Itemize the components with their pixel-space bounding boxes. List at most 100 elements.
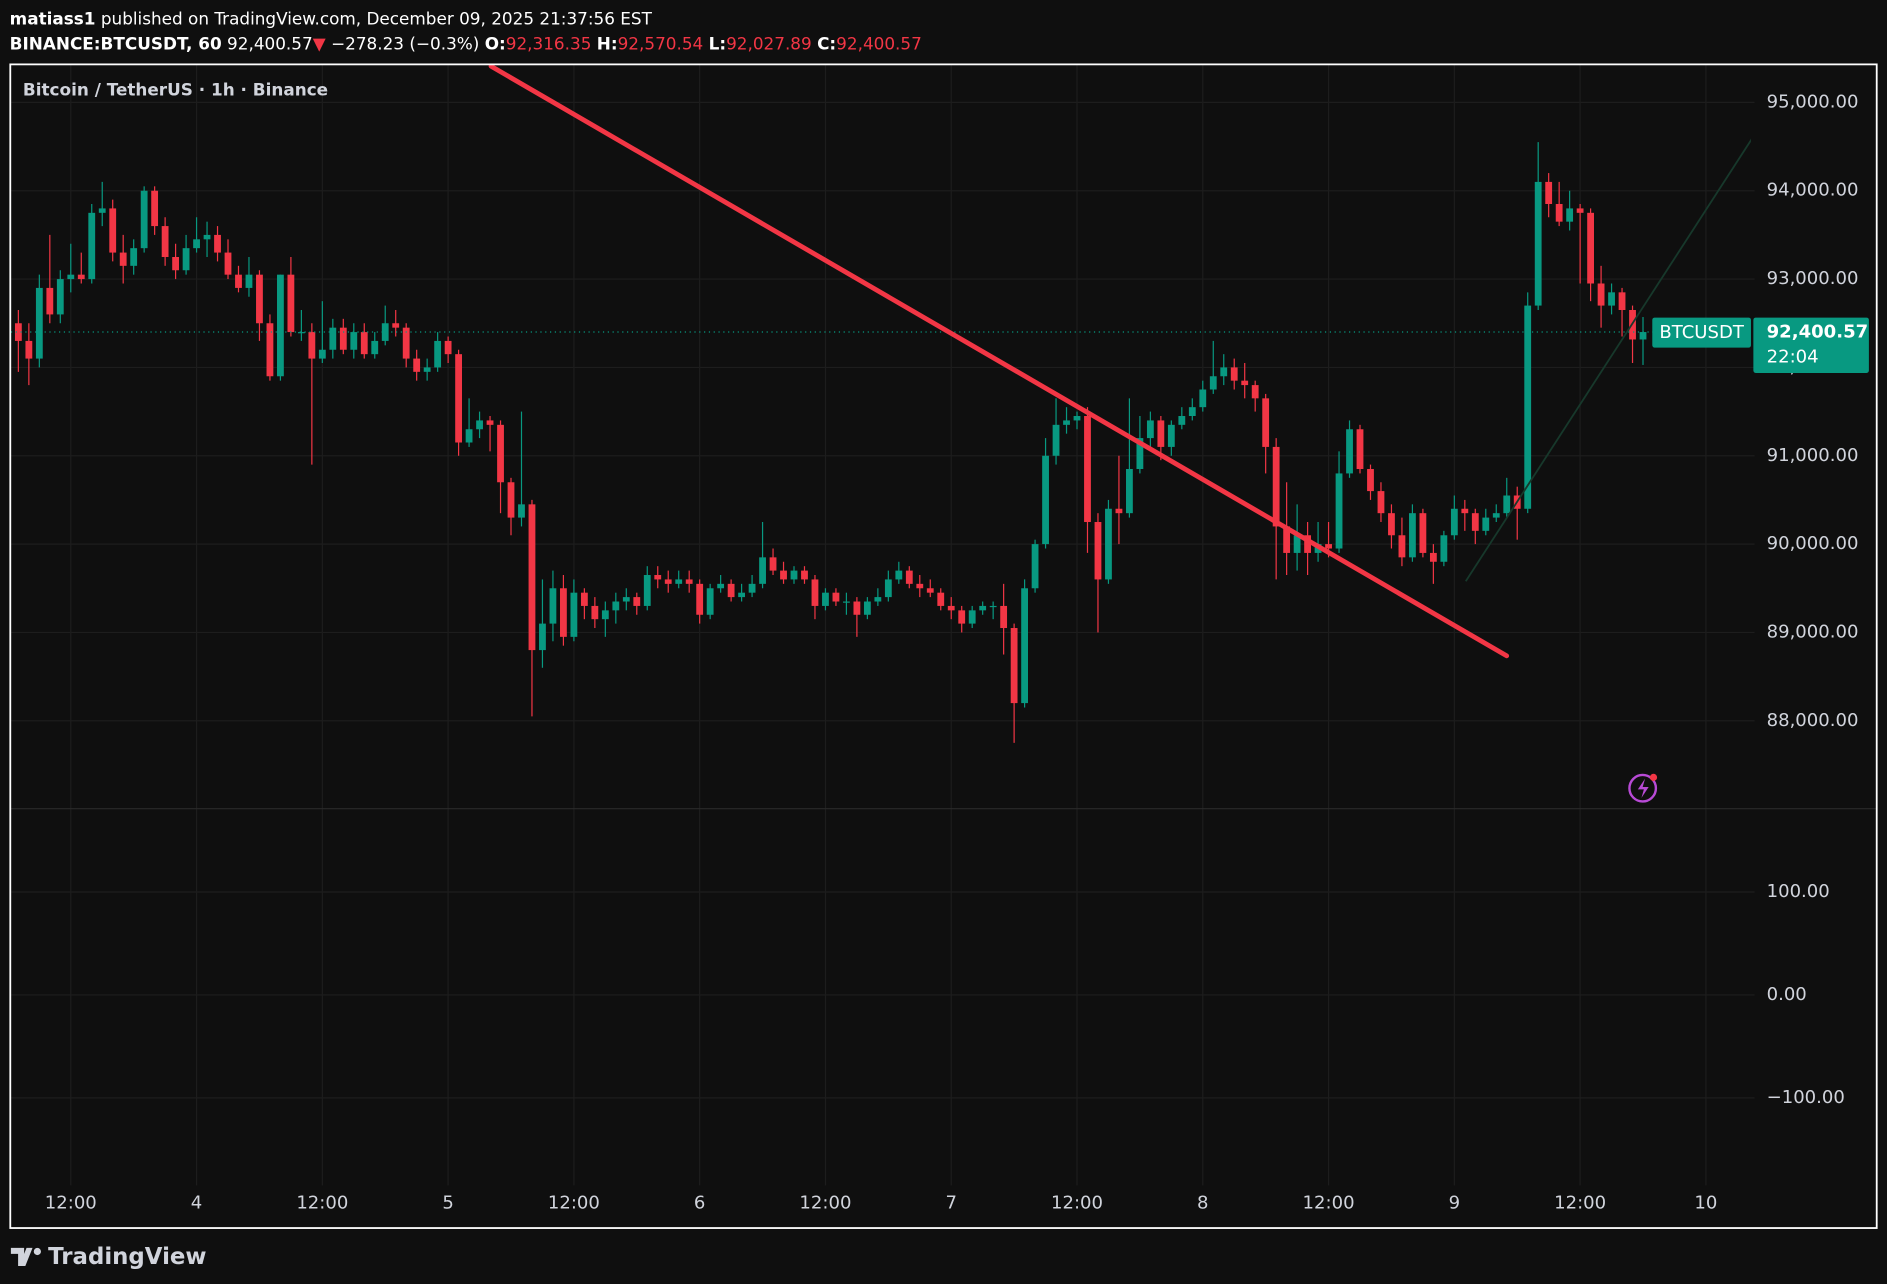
candle-body xyxy=(224,252,232,275)
candle-body xyxy=(67,274,75,280)
candle-body xyxy=(748,583,756,593)
x-tick-label: 7 xyxy=(945,1192,956,1213)
candle-body xyxy=(1021,588,1029,704)
symbol-tag xyxy=(1652,317,1751,348)
candle-body xyxy=(717,583,725,589)
candle-body xyxy=(664,579,672,584)
countdown: 22:04 xyxy=(1767,346,1819,367)
candle-body xyxy=(549,588,557,624)
footer: TradingView xyxy=(10,1244,207,1270)
candle-body xyxy=(497,424,504,483)
candle-body xyxy=(1377,491,1385,514)
candles xyxy=(10,142,1751,743)
candle-body xyxy=(308,332,316,359)
candle-body xyxy=(1335,473,1343,549)
candle-body xyxy=(1503,495,1511,514)
candle-body xyxy=(266,323,274,377)
h-label: H: xyxy=(597,34,618,54)
chart-legend: Bitcoin / TetherUS · 1h · Binance xyxy=(23,79,328,99)
l-value: 92,027.89 xyxy=(726,34,812,54)
logo-mark xyxy=(10,1247,33,1266)
candle-body xyxy=(675,579,683,584)
candle-body xyxy=(601,610,609,620)
candle-body xyxy=(423,367,431,372)
brand: TradingView xyxy=(48,1244,206,1270)
candle-body xyxy=(591,605,599,620)
candle-body xyxy=(256,274,263,324)
y-tick-label: 91,000.00 xyxy=(1767,445,1859,466)
candle-body xyxy=(161,226,169,257)
candle-body xyxy=(1419,513,1427,553)
candle-body xyxy=(937,592,945,606)
candle-body xyxy=(1000,605,1008,629)
x-tick-label: 12:00 xyxy=(45,1192,97,1213)
candle-body xyxy=(1220,367,1228,377)
candle-body xyxy=(46,287,54,315)
candle-body xyxy=(738,592,746,598)
x-tick-label: 12:00 xyxy=(799,1192,851,1213)
candle-body xyxy=(1105,508,1112,580)
candle-body xyxy=(434,340,442,368)
x-tick-label: 6 xyxy=(694,1192,705,1213)
candle-body xyxy=(1618,292,1626,310)
candle-body xyxy=(235,274,242,288)
candle-body xyxy=(528,504,536,651)
candle-body xyxy=(329,327,337,350)
candle-body xyxy=(822,592,829,606)
ohlc-line: BINANCE:BTCUSDT, 60 92,400.57▼ −278.23 (… xyxy=(10,34,922,54)
candle-body xyxy=(1010,628,1018,704)
x-tick-label: 4 xyxy=(191,1192,202,1213)
candle-body xyxy=(895,570,903,580)
candle-body xyxy=(109,208,117,253)
candle-body xyxy=(560,588,567,637)
candle-body xyxy=(507,482,515,518)
candle-body xyxy=(214,234,221,253)
grid xyxy=(10,64,1755,1186)
logo-dot xyxy=(33,1247,41,1256)
candle-body xyxy=(947,605,955,611)
candle-body xyxy=(1482,517,1490,531)
x-tick-label: 12:00 xyxy=(296,1192,348,1213)
candle-body xyxy=(832,592,840,602)
candle-body xyxy=(1084,416,1091,523)
candle-body xyxy=(1094,522,1102,580)
candle-body xyxy=(1052,424,1060,456)
candle-body xyxy=(455,354,463,443)
candle-body xyxy=(853,601,861,615)
candle-body xyxy=(1188,407,1196,417)
change: −278.23 (−0.3%) xyxy=(331,34,479,54)
candle-body xyxy=(780,570,787,580)
alert-icon xyxy=(1628,773,1658,803)
candle-body xyxy=(1073,416,1081,421)
candle-body xyxy=(769,557,777,571)
candle-body xyxy=(476,420,483,430)
candle-body xyxy=(1555,203,1563,222)
candle-body xyxy=(1115,508,1123,514)
candle-body xyxy=(570,592,578,637)
y-tick-label: 93,000.00 xyxy=(1767,268,1859,289)
candle-body xyxy=(381,323,389,341)
candle-body xyxy=(1440,535,1448,562)
candle-body xyxy=(193,239,200,249)
candle-body xyxy=(203,234,211,240)
candle-body xyxy=(706,588,714,615)
candle-body xyxy=(172,256,180,271)
candle-body xyxy=(1524,305,1532,509)
y-tick-label: 89,000.00 xyxy=(1767,621,1859,642)
published: published on TradingView.com, December 0… xyxy=(101,8,653,28)
candle-body xyxy=(1293,535,1301,553)
l-label: L: xyxy=(709,34,726,54)
y-tick-label: 100.00 xyxy=(1767,881,1830,902)
candle-body xyxy=(1639,332,1647,340)
last: 92,400.57 xyxy=(227,34,313,54)
candle-body xyxy=(371,340,379,355)
candle-body xyxy=(1146,420,1154,439)
symbol: BINANCE:BTCUSDT, 60 xyxy=(10,34,222,54)
candle-body xyxy=(297,332,305,334)
candle-body xyxy=(1367,469,1374,492)
candle-body xyxy=(811,579,819,606)
candle-body xyxy=(413,358,421,372)
candle-body xyxy=(1346,429,1353,474)
